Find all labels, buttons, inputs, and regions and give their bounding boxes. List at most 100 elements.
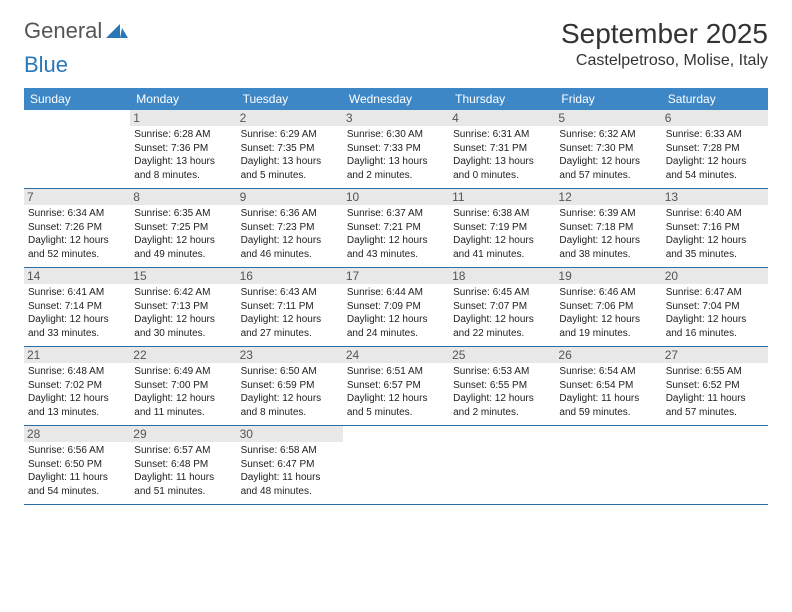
page: General September 2025 Castelpetroso, Mo…	[0, 0, 792, 523]
sunrise-text: Sunrise: 6:58 AM	[241, 444, 339, 458]
day-cell: 30 Sunrise: 6:58 AMSunset: 6:47 PMDayligh…	[237, 426, 343, 504]
day-number: 25	[449, 347, 555, 363]
day-cell: 23Sunrise: 6:50 AMSunset: 6:59 PMDayligh…	[237, 347, 343, 425]
dayhead-tue: Tuesday	[237, 88, 343, 110]
day-info: Sunrise: 6:35 AMSunset: 7:25 PMDaylight:…	[134, 207, 232, 261]
weeks-container: 1 Sunrise: 6:28 AMSunset: 7:36 PMDaylight…	[24, 110, 768, 505]
sunset-text: Sunset: 7:04 PM	[666, 300, 764, 314]
day-number: 24	[343, 347, 449, 363]
sunset-text: Sunset: 7:09 PM	[347, 300, 445, 314]
day-cell: 24Sunrise: 6:51 AMSunset: 6:57 PMDayligh…	[343, 347, 449, 425]
daylight-text: Daylight: 12 hours and 27 minutes.	[241, 313, 339, 340]
day-cell: 5Sunrise: 6:32 AMSunset: 7:30 PMDaylight…	[555, 110, 661, 188]
day-number: 16	[237, 268, 343, 284]
daylight-text: Daylight: 12 hours and 30 minutes.	[134, 313, 232, 340]
sunset-text: Sunset: 6:54 PM	[559, 379, 657, 393]
daylight-text: Daylight: 13 hours and 5 minutes.	[241, 155, 339, 182]
day-info: Sunrise: 6:28 AMSunset: 7:36 PMDaylight:…	[134, 128, 232, 182]
week-row: 14Sunrise: 6:41 AMSunset: 7:14 PMDayligh…	[24, 268, 768, 347]
sunset-text: Sunset: 7:21 PM	[347, 221, 445, 235]
day-number: 29	[130, 426, 236, 442]
sunrise-text: Sunrise: 6:55 AM	[666, 365, 764, 379]
calendar: Sunday Monday Tuesday Wednesday Thursday…	[24, 88, 768, 505]
title-block: September 2025 Castelpetroso, Molise, It…	[561, 18, 768, 70]
day-number: 1	[130, 110, 236, 126]
day-info: Sunrise: 6:42 AMSunset: 7:13 PMDaylight:…	[134, 286, 232, 340]
sunrise-text: Sunrise: 6:34 AM	[28, 207, 126, 221]
sunset-text: Sunset: 6:47 PM	[241, 458, 339, 472]
sunset-text: Sunset: 6:57 PM	[347, 379, 445, 393]
day-number: 11	[449, 189, 555, 205]
sunrise-text: Sunrise: 6:39 AM	[559, 207, 657, 221]
sunrise-text: Sunrise: 6:40 AM	[666, 207, 764, 221]
sunrise-text: Sunrise: 6:43 AM	[241, 286, 339, 300]
daylight-text: Daylight: 12 hours and 24 minutes.	[347, 313, 445, 340]
sunrise-text: Sunrise: 6:54 AM	[559, 365, 657, 379]
day-cell: 11 Sunrise: 6:38 AMSunset: 7:19 PMDayligh…	[449, 189, 555, 267]
sunset-text: Sunset: 7:11 PM	[241, 300, 339, 314]
sunset-text: Sunset: 7:18 PM	[559, 221, 657, 235]
sunrise-text: Sunrise: 6:32 AM	[559, 128, 657, 142]
sunrise-text: Sunrise: 6:30 AM	[347, 128, 445, 142]
daylight-text: Daylight: 11 hours and 57 minutes.	[666, 392, 764, 419]
day-number: 22	[130, 347, 236, 363]
day-info: Sunrise: 6:55 AMSunset: 6:52 PMDaylight:…	[666, 365, 764, 419]
day-cell	[343, 426, 449, 504]
day-cell: 20 Sunrise: 6:47 AMSunset: 7:04 PMDayligh…	[662, 268, 768, 346]
day-cell: 19Sunrise: 6:46 AMSunset: 7:06 PMDayligh…	[555, 268, 661, 346]
day-cell: 26Sunrise: 6:54 AMSunset: 6:54 PMDayligh…	[555, 347, 661, 425]
day-number: 23	[237, 347, 343, 363]
daylight-text: Daylight: 12 hours and 19 minutes.	[559, 313, 657, 340]
day-cell: 18Sunrise: 6:45 AMSunset: 7:07 PMDayligh…	[449, 268, 555, 346]
day-info: Sunrise: 6:48 AMSunset: 7:02 PMDaylight:…	[28, 365, 126, 419]
logo-text-blue: Blue	[24, 52, 68, 78]
day-cell: 8 Sunrise: 6:35 AMSunset: 7:25 PMDaylight…	[130, 189, 236, 267]
daylight-text: Daylight: 12 hours and 13 minutes.	[28, 392, 126, 419]
week-row: 1 Sunrise: 6:28 AMSunset: 7:36 PMDaylight…	[24, 110, 768, 189]
daylight-text: Daylight: 12 hours and 35 minutes.	[666, 234, 764, 261]
sunset-text: Sunset: 7:07 PM	[453, 300, 551, 314]
daylight-text: Daylight: 12 hours and 57 minutes.	[559, 155, 657, 182]
day-info: Sunrise: 6:53 AMSunset: 6:55 PMDaylight:…	[453, 365, 551, 419]
day-cell	[24, 110, 130, 188]
day-info: Sunrise: 6:33 AMSunset: 7:28 PMDaylight:…	[666, 128, 764, 182]
sunrise-text: Sunrise: 6:50 AM	[241, 365, 339, 379]
day-info: Sunrise: 6:47 AMSunset: 7:04 PMDaylight:…	[666, 286, 764, 340]
day-number: 2	[237, 110, 343, 126]
day-info: Sunrise: 6:39 AMSunset: 7:18 PMDaylight:…	[559, 207, 657, 261]
day-info: Sunrise: 6:57 AMSunset: 6:48 PMDaylight:…	[134, 444, 232, 498]
sunrise-text: Sunrise: 6:28 AM	[134, 128, 232, 142]
logo-triangle-icon	[106, 22, 128, 43]
day-cell: 13Sunrise: 6:40 AMSunset: 7:16 PMDayligh…	[662, 189, 768, 267]
day-cell	[555, 426, 661, 504]
day-number: 20	[662, 268, 768, 284]
day-info: Sunrise: 6:36 AMSunset: 7:23 PMDaylight:…	[241, 207, 339, 261]
day-number: 15	[130, 268, 236, 284]
day-number: 17	[343, 268, 449, 284]
day-cell: 3Sunrise: 6:30 AMSunset: 7:33 PMDaylight…	[343, 110, 449, 188]
sunrise-text: Sunrise: 6:33 AM	[666, 128, 764, 142]
day-number: 21	[24, 347, 130, 363]
day-cell: 22Sunrise: 6:49 AMSunset: 7:00 PMDayligh…	[130, 347, 236, 425]
day-info: Sunrise: 6:38 AMSunset: 7:19 PMDaylight:…	[453, 207, 551, 261]
sunset-text: Sunset: 7:13 PM	[134, 300, 232, 314]
location-text: Castelpetroso, Molise, Italy	[561, 52, 768, 70]
dayhead-sun: Sunday	[24, 88, 130, 110]
sunrise-text: Sunrise: 6:38 AM	[453, 207, 551, 221]
day-number: 5	[555, 110, 661, 126]
day-number: 27	[662, 347, 768, 363]
sunset-text: Sunset: 7:16 PM	[666, 221, 764, 235]
day-info: Sunrise: 6:46 AMSunset: 7:06 PMDaylight:…	[559, 286, 657, 340]
day-info: Sunrise: 6:31 AMSunset: 7:31 PMDaylight:…	[453, 128, 551, 182]
day-info: Sunrise: 6:58 AMSunset: 6:47 PMDaylight:…	[241, 444, 339, 498]
day-number: 8	[130, 189, 236, 205]
dayhead-mon: Monday	[130, 88, 236, 110]
sunrise-text: Sunrise: 6:48 AM	[28, 365, 126, 379]
day-info: Sunrise: 6:44 AMSunset: 7:09 PMDaylight:…	[347, 286, 445, 340]
day-number: 10	[343, 189, 449, 205]
sunset-text: Sunset: 7:06 PM	[559, 300, 657, 314]
day-cell: 25 Sunrise: 6:53 AMSunset: 6:55 PMDayligh…	[449, 347, 555, 425]
day-number: 30	[237, 426, 343, 442]
daylight-text: Daylight: 13 hours and 8 minutes.	[134, 155, 232, 182]
day-info: Sunrise: 6:34 AMSunset: 7:26 PMDaylight:…	[28, 207, 126, 261]
